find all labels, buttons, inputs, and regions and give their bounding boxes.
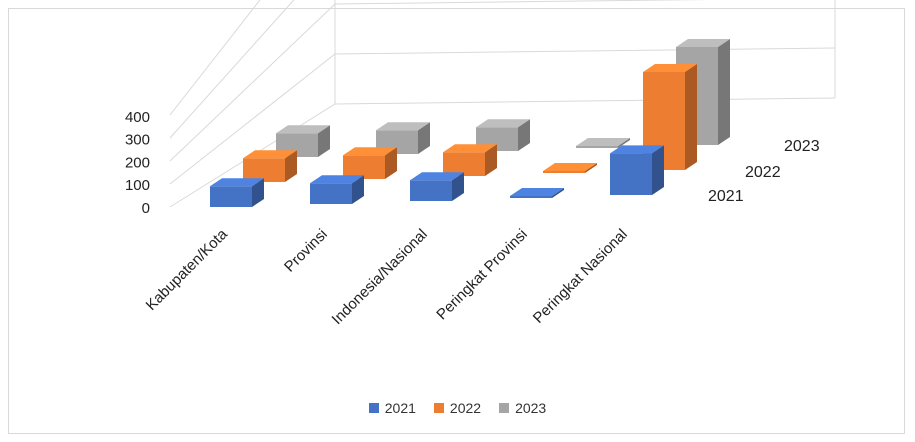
y-axis-ticks: 0 100 200 300 400 (125, 109, 150, 217)
category-labels: Kabupaten/Kota ProvinsiIndonesia/Nasional… (143, 225, 631, 328)
legend: 2021 2022 2023 (0, 400, 915, 416)
bar-front (310, 183, 352, 204)
depth-axis-label: 2023 (784, 138, 820, 155)
bar-front (210, 186, 252, 207)
legend-swatch (369, 403, 379, 413)
bar (543, 163, 597, 173)
category-label: Provinsi (281, 226, 331, 276)
bar (343, 147, 397, 179)
legend-swatch (499, 403, 509, 413)
y-tick-label: 0 (142, 200, 150, 217)
bar-side (652, 145, 664, 195)
category-label: Peringkat Provinsi (433, 226, 531, 324)
bar (443, 144, 497, 176)
bar-front (576, 146, 618, 148)
legend-item: 2022 (434, 400, 481, 416)
bar-front (510, 196, 552, 198)
bar-side (718, 39, 730, 145)
legend-item: 2023 (499, 400, 546, 416)
legend-swatch (434, 403, 444, 413)
bar-side (685, 64, 697, 170)
bars (210, 39, 730, 207)
depth-axis-label: 2022 (745, 164, 781, 181)
bar (210, 178, 264, 207)
bar (243, 150, 297, 182)
bar (310, 175, 364, 204)
legend-label: 2022 (450, 400, 481, 416)
y-tick-label: 200 (125, 154, 150, 171)
bar (510, 188, 564, 198)
gridline (170, 0, 835, 138)
y-tick-label: 100 (125, 177, 150, 194)
category-label: Indonesia/Nasional (329, 226, 431, 328)
category-label: Kabupaten/Kota (143, 225, 232, 314)
legend-label: 2023 (515, 400, 546, 416)
y-tick-label: 300 (125, 132, 150, 149)
gridline (170, 0, 835, 115)
bar-front (543, 171, 585, 173)
y-tick-label: 400 (125, 109, 150, 126)
bar-front (410, 180, 452, 201)
legend-item: 2021 (369, 400, 416, 416)
bar (410, 172, 464, 201)
bar (610, 145, 664, 195)
category-label: Peringkat Nasional (530, 226, 631, 327)
legend-label: 2021 (385, 400, 416, 416)
bar-front (610, 153, 652, 195)
depth-axis-label: 2021 (708, 188, 744, 205)
